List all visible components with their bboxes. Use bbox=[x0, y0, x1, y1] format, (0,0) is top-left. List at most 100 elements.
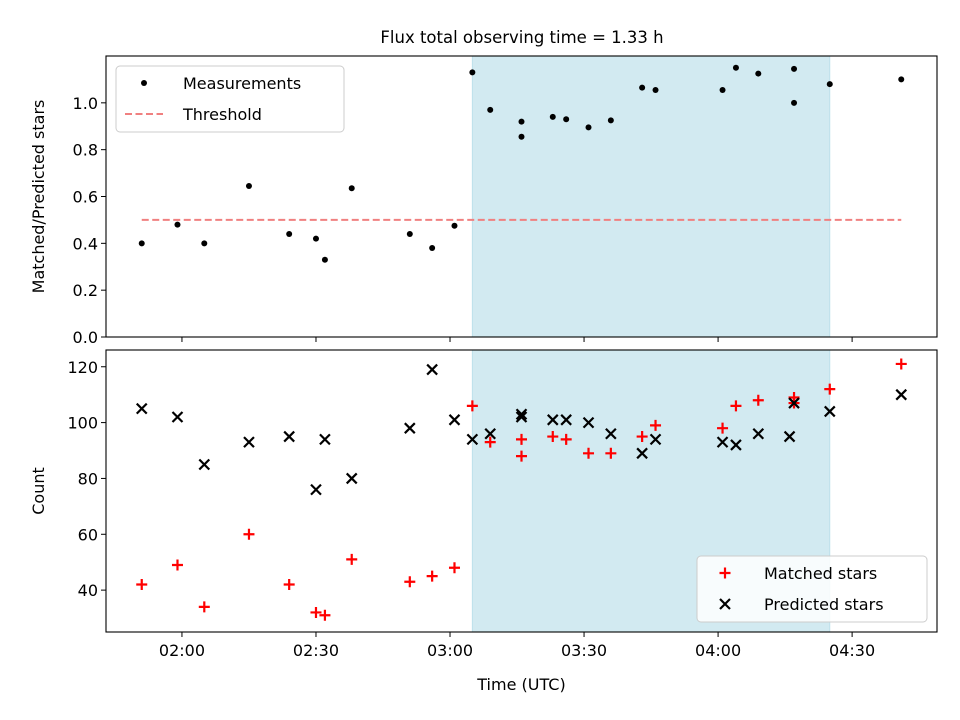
legend-marker-matched bbox=[719, 567, 731, 579]
matched-star-point bbox=[560, 433, 572, 445]
y-tick-label: 0.6 bbox=[73, 188, 98, 207]
measurement-point bbox=[174, 221, 181, 228]
measurement-point bbox=[451, 222, 458, 229]
measurement-point bbox=[286, 230, 293, 237]
matched-star-point bbox=[404, 576, 416, 588]
measurement-point bbox=[639, 84, 646, 91]
matched-star-point bbox=[310, 606, 322, 618]
measurement-point bbox=[826, 81, 833, 88]
y-tick-label: 100 bbox=[67, 414, 98, 433]
measurement-point bbox=[348, 185, 355, 192]
measurement-point bbox=[607, 117, 614, 124]
measurement-point bbox=[719, 86, 726, 93]
matched-star-point bbox=[730, 400, 742, 412]
predicted-star-point bbox=[788, 397, 800, 409]
legend-label: Matched stars bbox=[764, 564, 877, 583]
measurement-point bbox=[791, 99, 798, 106]
x-tick-label: 03:30 bbox=[561, 641, 607, 660]
predicted-star-point bbox=[752, 427, 765, 440]
matched-star-point bbox=[426, 570, 438, 582]
predicted-star-point bbox=[515, 408, 528, 420]
legend-label: Threshold bbox=[182, 105, 262, 124]
legend-label: Predicted stars bbox=[764, 595, 884, 614]
y-tick-label: 60 bbox=[78, 525, 98, 544]
y-tick-label: 0.2 bbox=[73, 281, 98, 300]
measurement-point bbox=[245, 182, 252, 189]
measurement-point bbox=[563, 116, 570, 123]
matched-star-point bbox=[466, 400, 478, 412]
measurement-point bbox=[652, 86, 659, 93]
predicted-star-point bbox=[466, 433, 479, 446]
predicted-star-point bbox=[426, 363, 438, 376]
measurement-point bbox=[201, 240, 208, 247]
measurement-point bbox=[518, 133, 525, 140]
matched-star-point bbox=[243, 528, 255, 540]
measurement-point bbox=[487, 106, 494, 113]
ratio-panel: 0.0 0.2 0.4 0.6 0.8 1.0 Matched/Predicted star… bbox=[29, 55, 938, 347]
predicted-star-point bbox=[895, 388, 908, 401]
measurement-point bbox=[469, 69, 476, 76]
matched-star-point bbox=[484, 436, 496, 448]
measurement-point bbox=[138, 240, 145, 247]
legend-box bbox=[696, 555, 928, 623]
measurement-point bbox=[321, 256, 328, 263]
predicted-star-point bbox=[484, 427, 497, 440]
predicted-star-point bbox=[319, 433, 331, 446]
y-tick-label: 1.0 bbox=[73, 94, 98, 113]
matched-star-point bbox=[547, 431, 559, 443]
measurement-point bbox=[755, 70, 762, 77]
matched-star-point bbox=[824, 383, 836, 395]
y-tick-label: 120 bbox=[67, 358, 98, 377]
predicted-star-point bbox=[730, 439, 742, 451]
y-tick-label: 80 bbox=[78, 469, 98, 488]
matched-star-point bbox=[198, 601, 210, 613]
measurement-point bbox=[585, 124, 592, 131]
x-tick-label: 04:30 bbox=[829, 641, 875, 660]
predicted-star-point bbox=[198, 458, 211, 471]
y-tick-label: 0.4 bbox=[73, 234, 98, 253]
measurement-point bbox=[429, 245, 436, 252]
x-tick-label: 03:00 bbox=[427, 641, 473, 660]
matched-star-point bbox=[752, 394, 764, 406]
matched-star-point bbox=[516, 450, 527, 462]
matched-star-point bbox=[717, 422, 729, 434]
predicted-star-point bbox=[135, 402, 148, 415]
matched-star-point bbox=[319, 609, 331, 621]
matched-star-point bbox=[895, 358, 907, 370]
predicted-star-point bbox=[546, 414, 559, 426]
predicted-star-point bbox=[310, 483, 322, 496]
matched-star-point bbox=[516, 433, 527, 445]
y-tick-label: 0.8 bbox=[73, 141, 98, 160]
predicted-star-point bbox=[649, 433, 662, 446]
predicted-star-point bbox=[783, 430, 796, 443]
predicted-star-point bbox=[823, 405, 836, 418]
matched-star-point bbox=[636, 431, 648, 443]
legend: Measurements Threshold bbox=[115, 65, 345, 133]
predicted-star-point bbox=[716, 436, 729, 448]
measurement-point bbox=[549, 113, 556, 120]
matched-star-point bbox=[650, 419, 662, 431]
y-axis-label: Matched/Predicted stars bbox=[29, 100, 48, 294]
predicted-star-point bbox=[636, 447, 648, 460]
legend: Matched stars Predicted stars bbox=[696, 555, 928, 623]
measurement-point bbox=[406, 230, 413, 237]
matched-star-point bbox=[583, 447, 595, 459]
measurement-point bbox=[791, 65, 798, 72]
matched-star-point bbox=[283, 579, 295, 591]
legend-marker-predicted bbox=[719, 598, 731, 610]
legend-marker-measurements bbox=[141, 80, 147, 86]
y-axis-label: Count bbox=[29, 467, 48, 515]
predicted-star-point bbox=[171, 411, 184, 423]
matched-star-point bbox=[605, 447, 617, 459]
measurement-point bbox=[898, 76, 905, 83]
axes-frame bbox=[105, 349, 938, 633]
predicted-star-point bbox=[582, 416, 595, 429]
predicted-star-point bbox=[605, 427, 617, 440]
x-tick-label: 02:00 bbox=[159, 641, 205, 660]
x-tick-label: 04:00 bbox=[695, 641, 741, 660]
matched-star-point bbox=[136, 579, 148, 591]
legend-box bbox=[115, 65, 345, 133]
x-tick-label: 02:30 bbox=[293, 641, 339, 660]
measurement-point bbox=[312, 235, 319, 242]
